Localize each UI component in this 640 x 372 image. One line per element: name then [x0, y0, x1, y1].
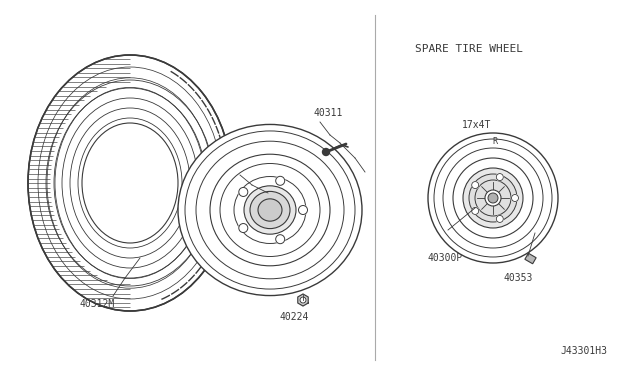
- Ellipse shape: [488, 193, 498, 203]
- Ellipse shape: [82, 123, 178, 243]
- Text: 40311: 40311: [313, 108, 342, 118]
- Polygon shape: [298, 294, 308, 306]
- Circle shape: [511, 195, 518, 202]
- Ellipse shape: [250, 192, 290, 229]
- Circle shape: [323, 148, 330, 155]
- Circle shape: [472, 182, 479, 189]
- Text: 40300P: 40300P: [427, 253, 462, 263]
- Text: 40224: 40224: [280, 312, 309, 322]
- Bar: [525, 253, 536, 264]
- Ellipse shape: [244, 186, 296, 234]
- Ellipse shape: [28, 55, 232, 311]
- Ellipse shape: [178, 125, 362, 296]
- Text: SPARE TIRE WHEEL: SPARE TIRE WHEEL: [415, 44, 523, 54]
- Text: 17x4T: 17x4T: [462, 120, 492, 130]
- Circle shape: [239, 187, 248, 196]
- Circle shape: [276, 176, 285, 185]
- Text: J43301H3: J43301H3: [560, 346, 607, 356]
- Text: 40353: 40353: [504, 273, 533, 283]
- Text: R: R: [493, 138, 497, 147]
- Ellipse shape: [485, 190, 501, 206]
- Ellipse shape: [463, 168, 523, 228]
- Circle shape: [276, 235, 285, 244]
- Text: 40312M: 40312M: [80, 299, 115, 309]
- Circle shape: [496, 174, 503, 180]
- Circle shape: [300, 297, 306, 303]
- Ellipse shape: [258, 199, 282, 221]
- Circle shape: [472, 208, 479, 214]
- Text: 40300P: 40300P: [210, 160, 245, 170]
- Circle shape: [496, 215, 503, 222]
- Ellipse shape: [469, 174, 517, 222]
- Circle shape: [298, 205, 307, 215]
- Ellipse shape: [428, 133, 558, 263]
- Circle shape: [239, 224, 248, 232]
